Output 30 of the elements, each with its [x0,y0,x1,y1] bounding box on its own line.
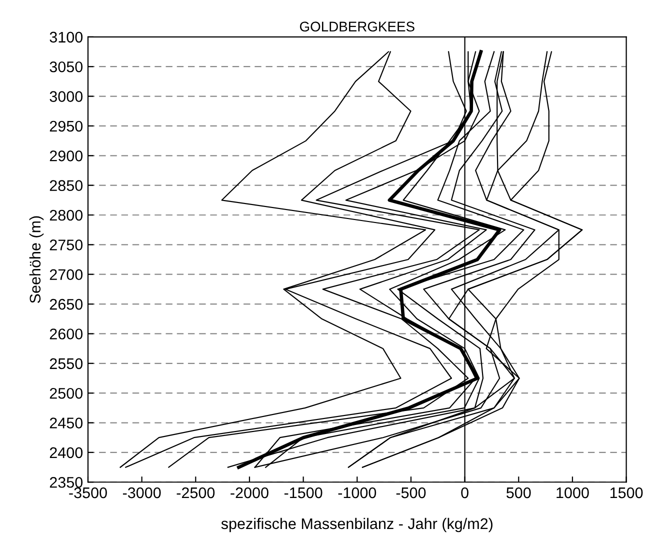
y-tick-label: 2850 [50,180,83,192]
x-tick-label: -500 [396,487,426,498]
x-tick-label: -3000 [122,487,161,498]
y-tick-label: 3100 [50,32,83,43]
y-tick-label: 3000 [50,91,83,102]
y-tick-label: 2700 [50,269,83,280]
x-tick-label: -3500 [69,487,107,498]
x-axis-title: spezifische Massenbilanz - Jahr (kg/m2) [221,518,492,532]
x-tick-label: 500 [506,487,531,498]
x-tick-label: -1500 [284,487,322,498]
y-tick-label: 2750 [50,240,83,250]
chart-title: GOLDBERGKEES [300,22,414,32]
y-tick-label: 2500 [50,388,83,399]
x-tick-label: -2500 [176,487,215,498]
x-tick-label: -1000 [338,487,376,498]
y-tick-label: 2800 [50,210,83,221]
y-tick-label: 2950 [50,120,83,132]
y-tick-label: 2400 [50,447,83,458]
x-tick-label: 1000 [556,487,589,498]
y-axis-title: Seehöhe (m) [29,216,44,303]
y-tick-label: 2550 [50,358,83,370]
y-tick-label: 2900 [50,150,83,162]
y-tick-label: 3050 [50,61,83,72]
y-tick-label: 2450 [50,418,83,428]
x-tick-label: 0 [461,487,468,498]
y-tick-label: 2650 [50,298,83,310]
x-tick-label: 1500 [610,487,643,498]
y-tick-label: 2350 [50,476,83,488]
x-tick-label: -2000 [230,487,268,498]
y-tick-label: 2600 [50,328,83,340]
